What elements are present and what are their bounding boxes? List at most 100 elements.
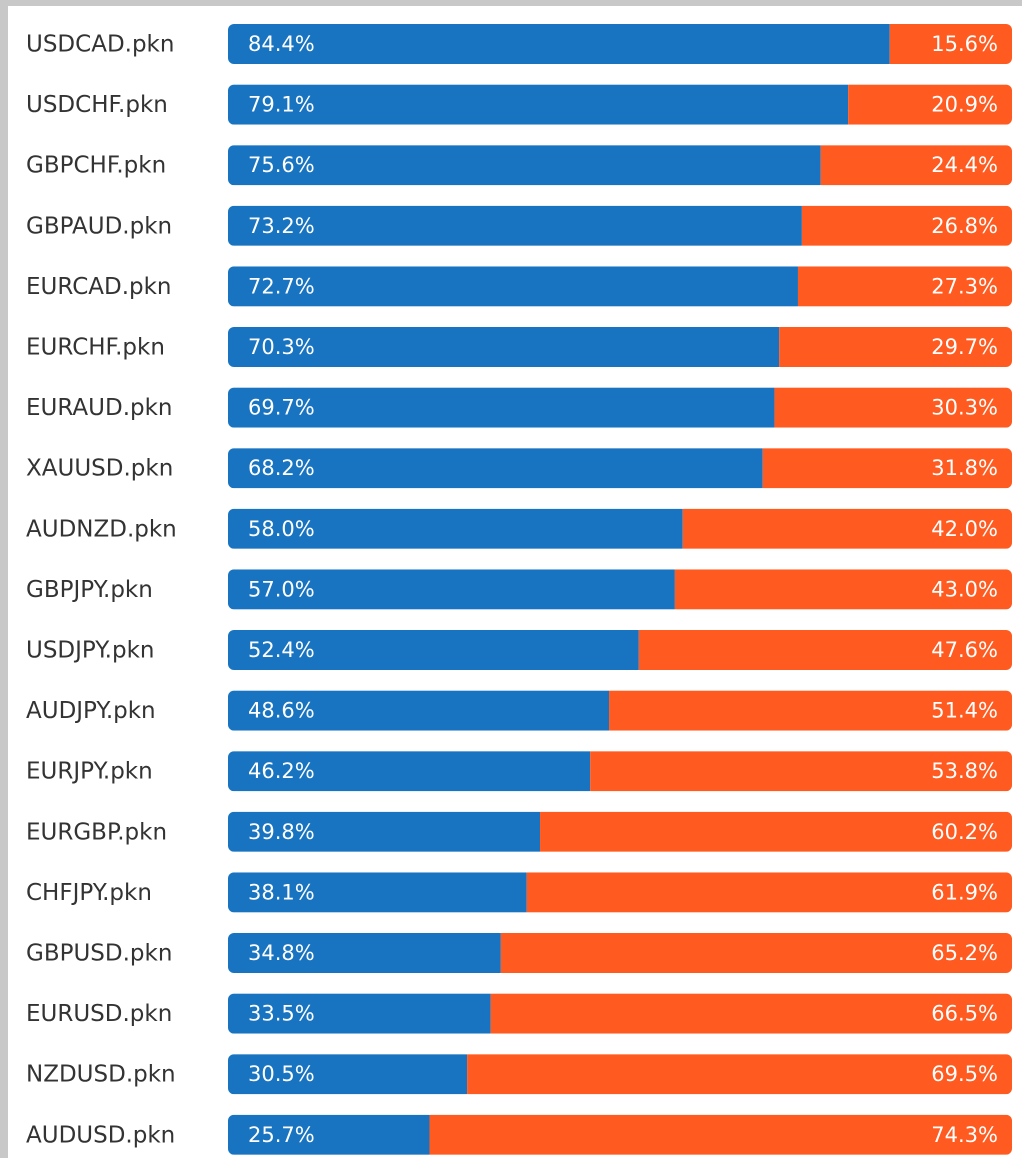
- value-label: 20.9%: [931, 93, 998, 117]
- value-label: 30.3%: [931, 396, 998, 420]
- value-label: 31.8%: [931, 456, 998, 480]
- value-label: 61.9%: [931, 880, 998, 904]
- bar-segment: [228, 84, 849, 125]
- category-label: EURCHF.pkn: [26, 335, 165, 361]
- value-label: 34.8%: [248, 941, 315, 965]
- category-label: AUDUSD.pkn: [26, 1122, 175, 1148]
- value-label: 75.6%: [248, 153, 315, 177]
- category-label: USDCAD.pkn: [26, 32, 174, 58]
- value-label: 65.2%: [931, 941, 998, 965]
- bar-segment: [228, 508, 683, 549]
- bar-segment: [228, 569, 675, 610]
- value-label: 60.2%: [931, 820, 998, 844]
- bar-segment: [848, 84, 1012, 125]
- bar-segment: [797, 266, 1012, 307]
- category-label: GBPJPY.pkn: [26, 577, 153, 603]
- category-label: USDCHF.pkn: [26, 92, 168, 118]
- value-label: 70.3%: [248, 335, 315, 359]
- category-label: GBPUSD.pkn: [26, 941, 172, 967]
- bar-row: [228, 24, 1012, 64]
- category-label: EURCAD.pkn: [26, 274, 172, 300]
- value-label: 15.6%: [931, 32, 998, 56]
- bar-segment: [526, 872, 1012, 913]
- value-label: 24.4%: [931, 153, 998, 177]
- bar-segment: [820, 145, 1012, 186]
- bar-row: [228, 690, 1012, 731]
- bar-segment: [889, 24, 1012, 64]
- bar-segment: [228, 751, 591, 792]
- category-label: XAUUSD.pkn: [26, 456, 173, 482]
- category-label: EURUSD.pkn: [26, 1001, 172, 1027]
- bar-segment: [590, 751, 1012, 792]
- bar-row: [228, 630, 1012, 670]
- bar-segment: [801, 205, 1012, 246]
- category-label: EURJPY.pkn: [26, 759, 153, 785]
- bar-segment: [467, 1054, 1012, 1095]
- value-label: 47.6%: [931, 638, 998, 662]
- category-label: NZDUSD.pkn: [26, 1062, 176, 1088]
- bar-segment: [228, 933, 501, 973]
- value-label: 48.6%: [248, 699, 315, 723]
- value-label: 53.8%: [931, 759, 998, 783]
- bar-row: [228, 508, 1012, 549]
- bar-segment: [228, 327, 780, 367]
- value-label: 73.2%: [248, 214, 315, 238]
- value-label: 84.4%: [248, 32, 315, 56]
- bar-segment: [774, 387, 1012, 428]
- top-border: [0, 0, 1022, 6]
- value-label: 72.7%: [248, 274, 315, 298]
- value-label: 42.0%: [931, 517, 998, 541]
- bar-segment: [228, 387, 775, 428]
- bar-row: [228, 872, 1012, 913]
- bar-row: [228, 387, 1012, 428]
- bar-segment: [638, 630, 1012, 670]
- value-label: 69.5%: [931, 1062, 998, 1086]
- bar-segment: [762, 448, 1012, 489]
- value-label: 33.5%: [248, 1002, 315, 1026]
- value-label: 52.4%: [248, 638, 315, 662]
- bar-row: [228, 751, 1012, 792]
- value-label: 38.1%: [248, 880, 315, 904]
- bar-segment: [228, 630, 639, 670]
- bar-segment: [228, 993, 491, 1034]
- category-label: AUDJPY.pkn: [26, 698, 156, 724]
- value-label: 29.7%: [931, 335, 998, 359]
- value-label: 69.7%: [248, 396, 315, 420]
- bar-row: [228, 266, 1012, 307]
- bar-segment: [609, 690, 1012, 731]
- bar-row: [228, 811, 1012, 852]
- bar-segment: [228, 811, 541, 852]
- bar-row: [228, 993, 1012, 1034]
- value-label: 58.0%: [248, 517, 315, 541]
- category-label: GBPAUD.pkn: [26, 213, 172, 239]
- category-label: EURAUD.pkn: [26, 395, 173, 421]
- bar-row: [228, 327, 1012, 367]
- category-label: CHFJPY.pkn: [26, 880, 152, 906]
- bar-segment: [228, 205, 802, 246]
- bar-segment: [228, 872, 527, 913]
- bar-row: [228, 569, 1012, 610]
- value-label: 68.2%: [248, 456, 315, 480]
- bar-segment: [490, 993, 1012, 1034]
- bar-row: [228, 84, 1012, 125]
- value-label: 30.5%: [248, 1062, 315, 1086]
- bar-segment: [228, 1114, 430, 1155]
- bar-row: [228, 1114, 1012, 1155]
- bar-segment: [228, 1054, 468, 1095]
- bar-segment: [429, 1114, 1012, 1155]
- value-label: 51.4%: [931, 699, 998, 723]
- value-label: 57.0%: [248, 577, 315, 601]
- value-label: 26.8%: [931, 214, 998, 238]
- value-label: 66.5%: [931, 1002, 998, 1026]
- value-label: 39.8%: [248, 820, 315, 844]
- bar-segment: [540, 811, 1012, 852]
- bar-segment: [228, 145, 821, 186]
- category-label: AUDNZD.pkn: [26, 516, 177, 542]
- bar-segment: [500, 933, 1012, 973]
- value-label: 74.3%: [931, 1123, 998, 1147]
- category-label: EURGBP.pkn: [26, 819, 167, 845]
- value-label: 79.1%: [248, 93, 315, 117]
- value-label: 25.7%: [248, 1123, 315, 1147]
- bar-segment: [682, 508, 1012, 549]
